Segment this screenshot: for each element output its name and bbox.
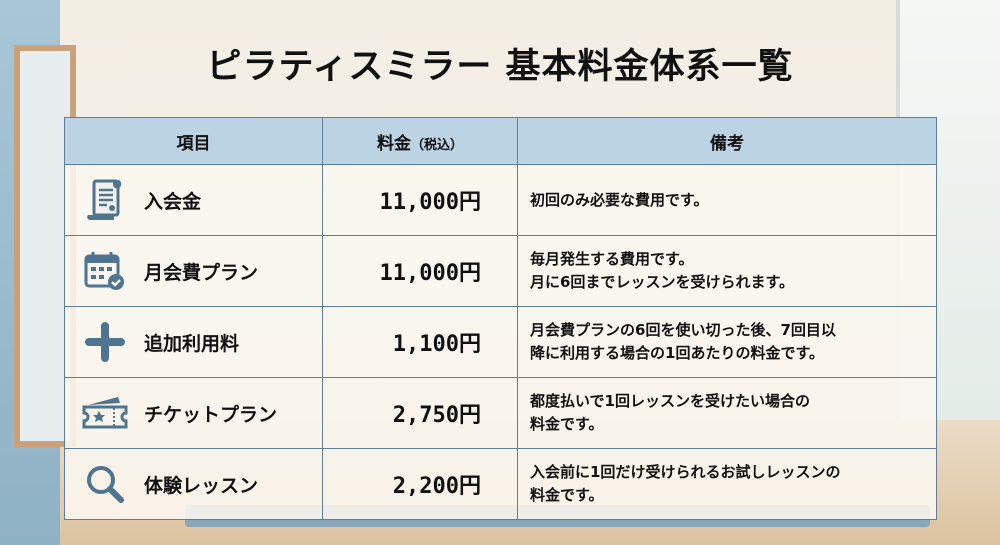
item-cell: 追加利用料 <box>64 306 323 378</box>
remarks-cell: 月会費プランの6回を使い切った後、7回目以 降に利用する場合の1回あたりの料金です… <box>517 306 937 378</box>
remarks-cell: 初回のみ必要な費用です。 <box>517 164 937 236</box>
ticket-icon <box>82 390 128 436</box>
calendar-check-icon <box>82 248 128 294</box>
page-title: ピラティスミラー 基本料金体系一覧 <box>206 47 794 87</box>
header-remarks: 備考 <box>517 117 937 165</box>
remark-line: 入会前に1回だけ受けられるお試しレッスンの <box>530 463 841 481</box>
remarks-cell: 入会前に1回だけ受けられるお試しレッスンの 料金です。 <box>517 448 937 520</box>
table-row: チケットプラン 2,750円 都度払いで1回レッスンを受けたい場合の 料金です。 <box>64 377 937 449</box>
plus-icon <box>82 319 128 365</box>
document-scroll-icon <box>82 177 128 223</box>
item-cell: 入会金 <box>64 164 323 236</box>
remark-line: 毎月発生する費用です。 <box>530 250 694 268</box>
item-cell: 体験レッスン <box>64 448 323 520</box>
price-cell: 11,000円 <box>322 164 518 236</box>
header-price: 料金（税込） <box>322 117 518 165</box>
remark-line: 初回のみ必要な費用です。 <box>530 190 709 209</box>
price-cell: 11,000円 <box>322 235 518 307</box>
price-cell: 2,750円 <box>322 377 518 449</box>
table-row: 入会金 11,000円 初回のみ必要な費用です。 <box>64 164 937 236</box>
remark-line: 料金です。 <box>530 415 604 433</box>
price-cell: 2,200円 <box>322 448 518 520</box>
header-price-note: （税込） <box>410 137 463 153</box>
remarks-cell: 毎月発生する費用です。月に6回までレッスンを受けられます。 <box>517 235 937 307</box>
item-label: 入会金 <box>144 190 202 213</box>
pricing-table: 項目 料金（税込） 備考 入会金 11,000円 初回のみ必要な費用です。 月会費… <box>64 117 937 520</box>
table-row: 月会費プラン 11,000円 毎月発生する費用です。月に6回までレッスンを受けら… <box>64 235 937 307</box>
item-label: 体験レッスン <box>144 474 259 497</box>
item-label: 月会費プラン <box>144 261 259 284</box>
table-row: 追加利用料 1,100円 月会費プランの6回を使い切った後、7回目以 降に利用する… <box>64 306 937 378</box>
item-cell: チケットプラン <box>64 377 323 449</box>
table-header-row: 項目 料金（税込） 備考 <box>64 117 937 165</box>
table-row: 体験レッスン 2,200円 入会前に1回だけ受けられるお試しレッスンの 料金です。 <box>64 448 937 520</box>
search-icon <box>82 461 128 507</box>
header-price-label: 料金 <box>376 133 411 154</box>
remark-line: 月に6回までレッスンを受けられます。 <box>530 273 794 291</box>
remark-line: 都度払いで1回レッスンを受けたい場合の <box>530 392 810 410</box>
remark-line: 降に利用する場合の1回あたりの料金です。 <box>530 344 824 362</box>
remarks-cell: 都度払いで1回レッスンを受けたい場合の 料金です。 <box>517 377 937 449</box>
price-cell: 1,100円 <box>322 306 518 378</box>
remark-line: 月会費プランの6回を使い切った後、7回目以 <box>530 321 836 339</box>
item-label: 追加利用料 <box>144 332 240 355</box>
remark-line: 料金です。 <box>530 486 604 504</box>
header-item: 項目 <box>64 117 323 165</box>
item-cell: 月会費プラン <box>64 235 323 307</box>
item-label: チケットプラン <box>144 403 278 426</box>
